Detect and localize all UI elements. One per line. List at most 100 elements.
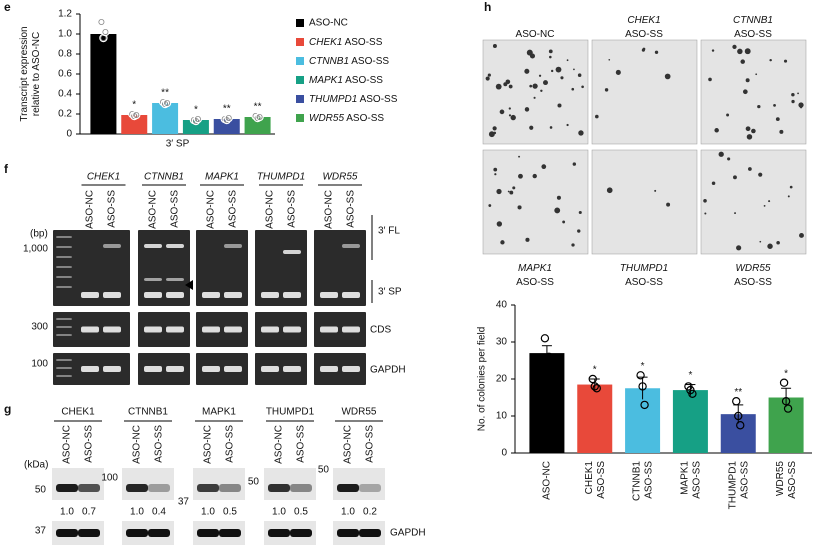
data-point bbox=[638, 382, 647, 391]
colony bbox=[550, 69, 554, 73]
colony bbox=[505, 79, 511, 85]
band bbox=[56, 286, 72, 288]
significance: ** bbox=[223, 104, 231, 115]
data-point bbox=[590, 382, 599, 391]
gene-label: CTNNB1 bbox=[144, 172, 184, 183]
colony bbox=[799, 106, 803, 109]
lane-label: ASO-NC bbox=[274, 425, 285, 464]
blot-band bbox=[337, 529, 359, 537]
data-point bbox=[779, 378, 789, 387]
band bbox=[56, 256, 72, 258]
colony bbox=[736, 245, 742, 251]
lane-label: ASO-NC bbox=[324, 190, 335, 229]
colony bbox=[789, 185, 793, 189]
colony bbox=[757, 104, 761, 109]
gel bbox=[53, 230, 130, 306]
data-point bbox=[732, 397, 741, 406]
legend-label: MAPK1 ASO-SS bbox=[309, 75, 383, 86]
ratio-label: 0.2 bbox=[363, 507, 377, 518]
colony bbox=[581, 85, 584, 89]
blot-band bbox=[148, 484, 170, 492]
colony bbox=[517, 205, 522, 210]
lane-label: ASO-SS bbox=[228, 190, 239, 228]
colony-image bbox=[700, 39, 807, 145]
data-point bbox=[540, 334, 550, 343]
colony bbox=[745, 78, 750, 83]
colony bbox=[748, 167, 752, 171]
gel bbox=[314, 230, 366, 306]
colony bbox=[549, 126, 553, 129]
x-tick-label: WDR55ASO-SS bbox=[775, 461, 798, 499]
data-point-outline bbox=[129, 111, 136, 118]
band bbox=[56, 359, 72, 361]
colony bbox=[500, 240, 505, 245]
bar bbox=[529, 353, 565, 453]
lane-label: ASO-NC bbox=[203, 425, 214, 464]
band bbox=[342, 366, 360, 372]
band bbox=[81, 292, 99, 298]
colony bbox=[666, 202, 671, 207]
ratio-label: 1.0 bbox=[60, 507, 74, 518]
gene-label: CHEK1 bbox=[87, 172, 120, 183]
protein-label: THUMPD1 bbox=[266, 407, 315, 418]
colony bbox=[759, 240, 762, 243]
loading-label: GAPDH bbox=[390, 528, 426, 539]
colony bbox=[775, 117, 780, 122]
colony bbox=[508, 84, 513, 89]
gel bbox=[196, 312, 248, 347]
band bbox=[224, 326, 242, 333]
band bbox=[166, 366, 184, 372]
data-point-outline bbox=[133, 112, 140, 119]
colony bbox=[518, 155, 521, 158]
band bbox=[224, 292, 242, 298]
legend-label: ASO-NC bbox=[309, 18, 348, 29]
colony bbox=[654, 189, 657, 192]
lane-label: ASO-SS bbox=[346, 190, 357, 228]
blot-band bbox=[56, 529, 78, 537]
bar bbox=[90, 34, 117, 134]
significance: ** bbox=[734, 387, 742, 398]
y-tick-label: 0.6 bbox=[58, 69, 72, 80]
x-tick-label: CHEK1ASO-SS bbox=[583, 461, 606, 499]
colony bbox=[732, 44, 737, 49]
colony bbox=[560, 76, 564, 80]
band bbox=[202, 292, 220, 298]
colony bbox=[704, 212, 707, 215]
significance: * bbox=[593, 365, 597, 376]
data-point-outline bbox=[256, 114, 263, 121]
blot-band bbox=[268, 484, 290, 492]
data-point bbox=[132, 110, 141, 120]
legend-swatch bbox=[296, 57, 304, 65]
colony bbox=[755, 73, 758, 76]
gel bbox=[196, 230, 248, 306]
colony bbox=[799, 232, 804, 238]
gel bbox=[255, 353, 307, 385]
colony bbox=[768, 200, 771, 203]
legend-label: THUMPD1 ASO-SS bbox=[309, 94, 398, 105]
colony bbox=[540, 89, 543, 92]
significance: ** bbox=[161, 88, 169, 99]
legend-label: WDR55 ASO-SS bbox=[309, 113, 384, 124]
colony bbox=[769, 58, 772, 62]
ratio-label: 0.5 bbox=[223, 507, 237, 518]
lane-label: ASO-NC bbox=[85, 190, 96, 229]
y-tick-label: 0 bbox=[66, 129, 72, 140]
image-label: WDR55 ASO-SS bbox=[734, 263, 772, 288]
x-axis-label: 3′ SP bbox=[166, 139, 190, 150]
colony bbox=[744, 48, 751, 55]
lane-label: ASO-SS bbox=[154, 425, 165, 463]
colony bbox=[654, 50, 659, 54]
significance: ** bbox=[254, 102, 262, 113]
colony bbox=[608, 58, 611, 61]
band bbox=[320, 326, 338, 333]
data-point-outline bbox=[160, 99, 167, 106]
colony-image bbox=[591, 149, 698, 255]
colony bbox=[524, 107, 530, 112]
blot-band bbox=[56, 484, 78, 492]
gel bbox=[138, 353, 190, 385]
panel-label: e bbox=[4, 0, 11, 14]
data-point bbox=[640, 400, 649, 410]
lane-label: ASO-SS bbox=[365, 425, 376, 463]
colony bbox=[554, 207, 561, 214]
colony bbox=[776, 240, 780, 245]
